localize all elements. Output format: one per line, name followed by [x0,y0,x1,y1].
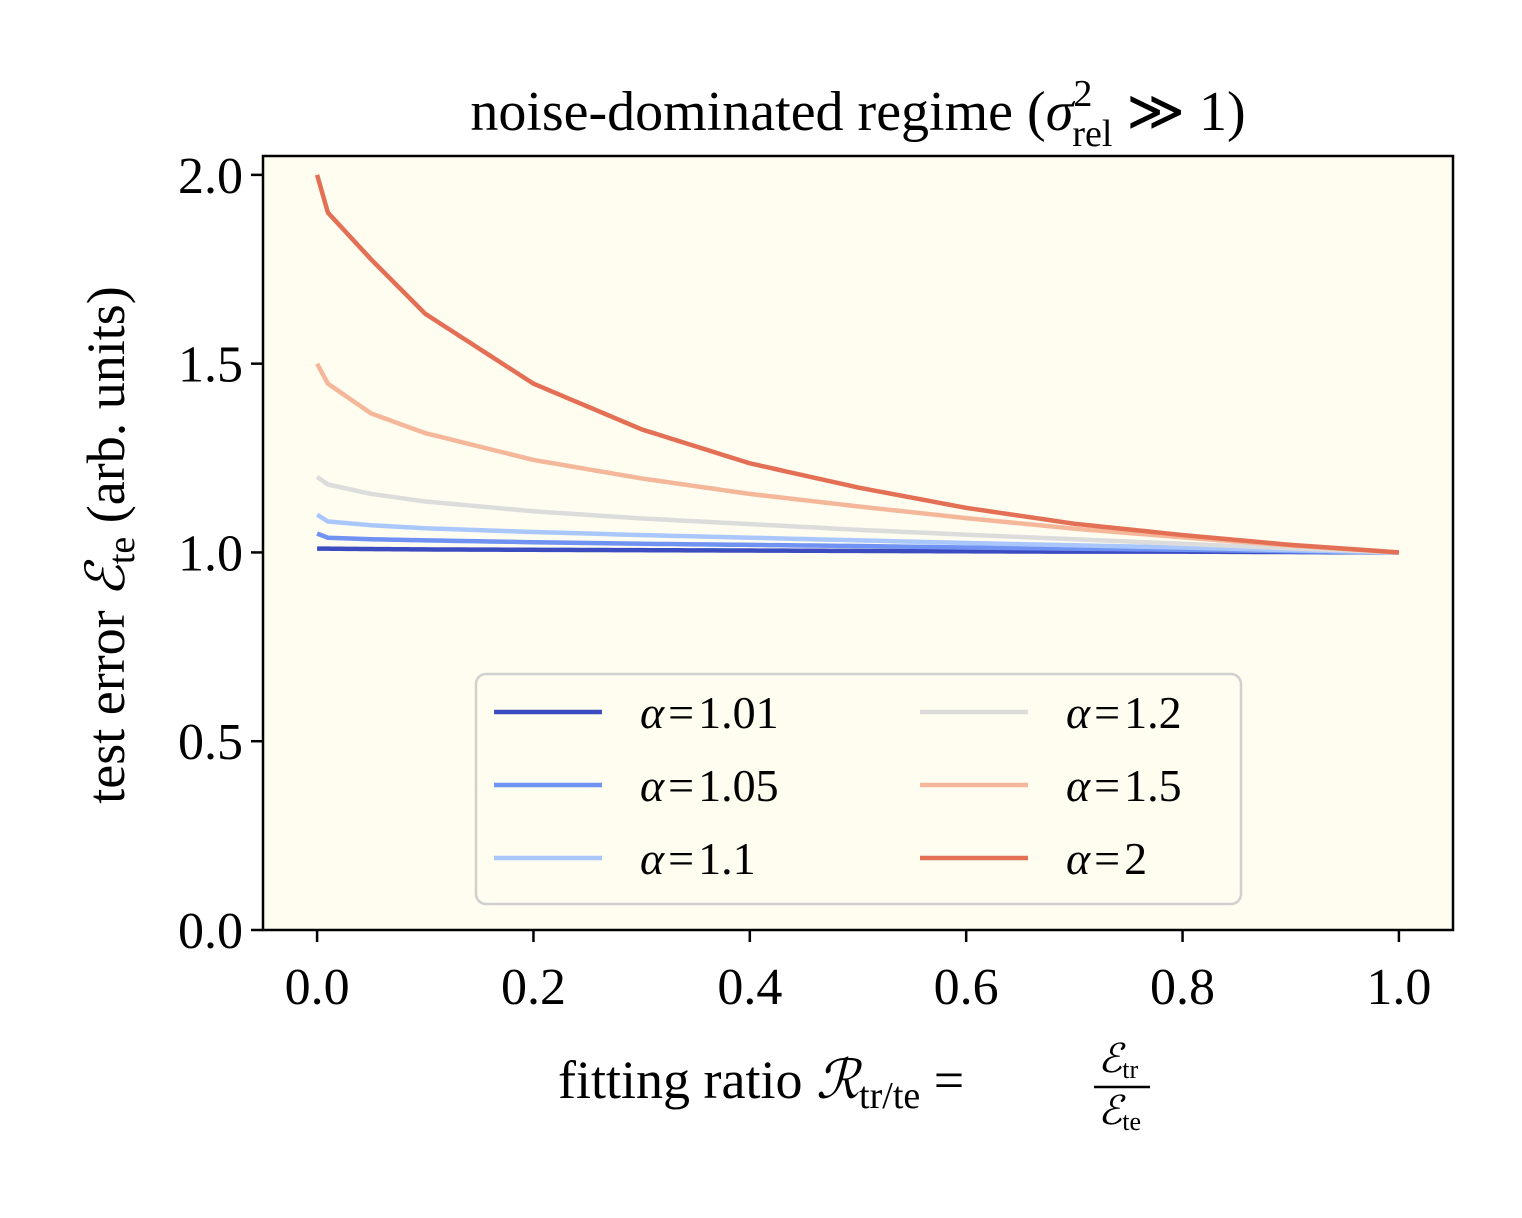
series-line-4 [315,362,1400,555]
legend-value: 1.05 [698,760,779,811]
chart-title-sup: 2 [1073,73,1092,115]
x-tick-label: 0.2 [501,959,566,1016]
legend-label-1: α=1.05 [640,760,779,811]
x-axis-label-eq: = [920,1050,964,1110]
legend-value: 2 [1124,833,1147,884]
series-line-2 [315,512,1399,555]
y-tick-label: 0.0 [178,903,243,960]
legend-alpha-symbol: α [640,760,665,811]
legend: α=1.01α=1.05α=1.1α=1.2α=1.5α=2 [474,672,1243,906]
x-tick-label: 0.8 [1150,959,1215,1016]
series-layer [314,174,1400,555]
chart-title-main: noise-dominated regime ( [470,81,1045,143]
x-label-num-sub: tr [1122,1055,1138,1084]
y-axis-label-E: ℰ [76,559,136,597]
legend-equals: = [1094,687,1120,738]
y-tick-label: 0.5 [178,714,243,771]
chart-title-sub: rel [1072,113,1112,155]
legend-equals: = [1094,760,1120,811]
legend-label-3: α=1.2 [1066,687,1182,738]
x-axis-label-denominator: ℰte [1098,1088,1141,1136]
y-tick-label: 2.0 [178,148,243,205]
y-axis-label: test error ℰte (arb. units) [76,286,143,803]
plot-frame [261,154,1455,932]
x-axis-label-R-sub: tr/te [859,1075,920,1117]
y-axis: 0.0 0.5 1.0 1.5 2.0 [178,148,263,960]
legend-alpha-symbol: α [1066,760,1091,811]
y-tick-label: 1.5 [178,337,243,394]
x-tick-label: 0.6 [934,959,999,1016]
legend-alpha-symbol: α [1066,687,1091,738]
legend-equals: = [668,687,694,738]
x-axis-label: fitting ratio ℛtr/te = [558,1050,964,1117]
legend-equals: = [668,833,694,884]
legend-value: 1.01 [698,687,779,738]
y-tick-label: 1.0 [178,525,243,582]
legend-equals: = [668,760,694,811]
y-axis-label-main: test error [76,597,136,804]
legend-label-2: α=1.1 [640,833,756,884]
x-tick-label: 0.4 [717,959,782,1016]
legend-alpha-symbol: α [640,687,665,738]
legend-label-0: α=1.01 [640,687,779,738]
legend-equals: = [1094,833,1120,884]
legend-value: 1.2 [1124,687,1182,738]
x-label-num-symbol: ℰ [1098,1036,1126,1081]
y-axis-label-E-sub: te [101,537,143,564]
x-tick-label: 1.0 [1366,959,1431,1016]
legend-value: 1.5 [1124,760,1182,811]
legend-alpha-symbol: α [1066,833,1091,884]
series-line-5 [314,174,1400,555]
legend-value: 1.1 [698,833,756,884]
x-axis-label-main: fitting ratio [558,1050,816,1110]
chart-title: noise-dominated regime (σ2 rel ≫ 1) [470,73,1245,155]
x-label-den-symbol: ℰ [1098,1088,1126,1133]
x-axis-label-R: ℛ [816,1050,863,1110]
legend-label-4: α=1.5 [1066,760,1182,811]
x-axis-label-numerator: ℰtr [1098,1036,1138,1084]
legend-alpha-symbol: α [640,833,665,884]
chart-title-sigma: σ [1046,81,1076,143]
y-axis-label-rest: (arb. units) [76,286,136,536]
x-axis: 0.0 0.2 0.4 0.6 0.8 1.0 [285,930,1431,1016]
legend-box [474,672,1243,906]
x-label-den-sub: te [1122,1107,1141,1136]
legend-label-5: α=2 [1066,833,1147,884]
series-line-1 [315,531,1399,555]
chart-title-rest: ≫ 1) [1112,81,1245,143]
x-tick-label: 0.0 [285,959,350,1016]
series-line-3 [315,475,1399,555]
